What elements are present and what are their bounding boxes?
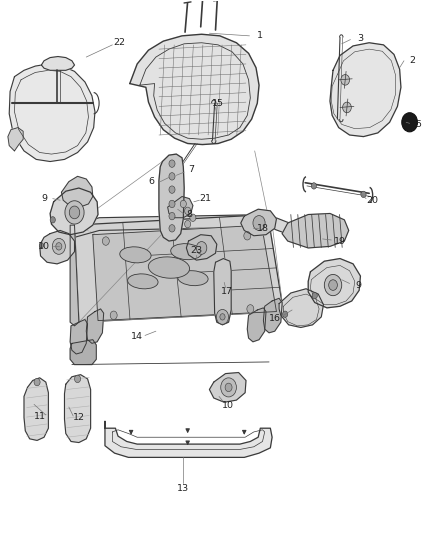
Polygon shape <box>64 375 91 442</box>
Polygon shape <box>247 308 266 342</box>
Polygon shape <box>263 298 282 333</box>
Circle shape <box>220 314 225 320</box>
Text: 19: 19 <box>334 237 346 246</box>
Circle shape <box>169 186 175 193</box>
Circle shape <box>311 183 317 189</box>
Polygon shape <box>214 259 231 325</box>
Circle shape <box>244 231 251 240</box>
Polygon shape <box>282 214 349 248</box>
Text: 2: 2 <box>410 56 416 65</box>
Text: 21: 21 <box>199 194 211 203</box>
Text: 1: 1 <box>258 31 263 41</box>
Polygon shape <box>168 197 193 217</box>
Polygon shape <box>241 209 276 236</box>
Circle shape <box>34 378 40 386</box>
Polygon shape <box>93 225 276 320</box>
Circle shape <box>69 206 80 219</box>
Text: 10: 10 <box>38 242 50 251</box>
Text: 15: 15 <box>212 99 224 108</box>
Circle shape <box>221 378 237 397</box>
Polygon shape <box>308 259 360 308</box>
Text: 6: 6 <box>148 177 155 186</box>
Circle shape <box>283 311 288 317</box>
Text: 5: 5 <box>415 120 421 129</box>
Circle shape <box>169 173 175 180</box>
Polygon shape <box>209 373 246 402</box>
Polygon shape <box>40 230 74 264</box>
Circle shape <box>341 75 350 85</box>
Polygon shape <box>105 421 272 457</box>
Circle shape <box>169 160 175 167</box>
Text: 22: 22 <box>114 38 126 47</box>
Circle shape <box>56 243 62 250</box>
Text: 23: 23 <box>190 246 202 255</box>
Circle shape <box>253 216 265 230</box>
Text: 20: 20 <box>366 196 378 205</box>
Polygon shape <box>61 176 93 207</box>
Circle shape <box>216 310 229 324</box>
Polygon shape <box>50 188 98 235</box>
Circle shape <box>361 191 366 198</box>
Polygon shape <box>42 56 74 70</box>
Text: 8: 8 <box>187 210 192 219</box>
Text: 13: 13 <box>177 483 189 492</box>
Text: 7: 7 <box>188 166 194 174</box>
Circle shape <box>169 224 175 232</box>
Polygon shape <box>330 43 401 136</box>
Polygon shape <box>159 154 184 241</box>
Polygon shape <box>74 215 283 322</box>
Polygon shape <box>74 215 292 237</box>
Circle shape <box>110 311 117 319</box>
Text: 9: 9 <box>355 280 361 289</box>
Circle shape <box>247 305 254 313</box>
Ellipse shape <box>127 274 158 289</box>
Text: 11: 11 <box>34 411 46 421</box>
Polygon shape <box>70 319 88 354</box>
Polygon shape <box>130 34 259 144</box>
Circle shape <box>343 102 351 113</box>
Circle shape <box>169 213 175 220</box>
Circle shape <box>74 375 81 383</box>
Ellipse shape <box>178 271 208 286</box>
Circle shape <box>50 216 55 223</box>
Polygon shape <box>86 309 104 343</box>
Polygon shape <box>70 225 79 326</box>
Text: 9: 9 <box>41 194 47 203</box>
Ellipse shape <box>171 244 202 260</box>
Circle shape <box>190 214 196 221</box>
Circle shape <box>328 280 337 290</box>
Circle shape <box>65 201 84 224</box>
Circle shape <box>180 200 186 208</box>
Ellipse shape <box>120 247 151 263</box>
Ellipse shape <box>148 257 190 278</box>
Circle shape <box>185 207 191 215</box>
Text: 12: 12 <box>73 413 85 422</box>
Polygon shape <box>186 235 217 260</box>
Circle shape <box>225 383 232 392</box>
Text: 10: 10 <box>222 401 234 410</box>
Text: 14: 14 <box>131 332 143 341</box>
Circle shape <box>402 113 417 132</box>
Circle shape <box>312 293 318 299</box>
Circle shape <box>39 243 44 248</box>
Circle shape <box>185 220 191 228</box>
Text: 18: 18 <box>258 224 269 233</box>
Circle shape <box>102 237 110 245</box>
Circle shape <box>169 200 175 208</box>
Circle shape <box>196 241 207 254</box>
Text: 3: 3 <box>357 34 364 43</box>
Polygon shape <box>70 340 96 365</box>
Polygon shape <box>24 378 48 440</box>
Text: 16: 16 <box>268 314 281 323</box>
Circle shape <box>324 274 342 296</box>
Polygon shape <box>9 64 95 161</box>
Text: 17: 17 <box>221 287 233 296</box>
Polygon shape <box>279 289 323 327</box>
Circle shape <box>52 238 65 254</box>
Polygon shape <box>8 127 23 151</box>
